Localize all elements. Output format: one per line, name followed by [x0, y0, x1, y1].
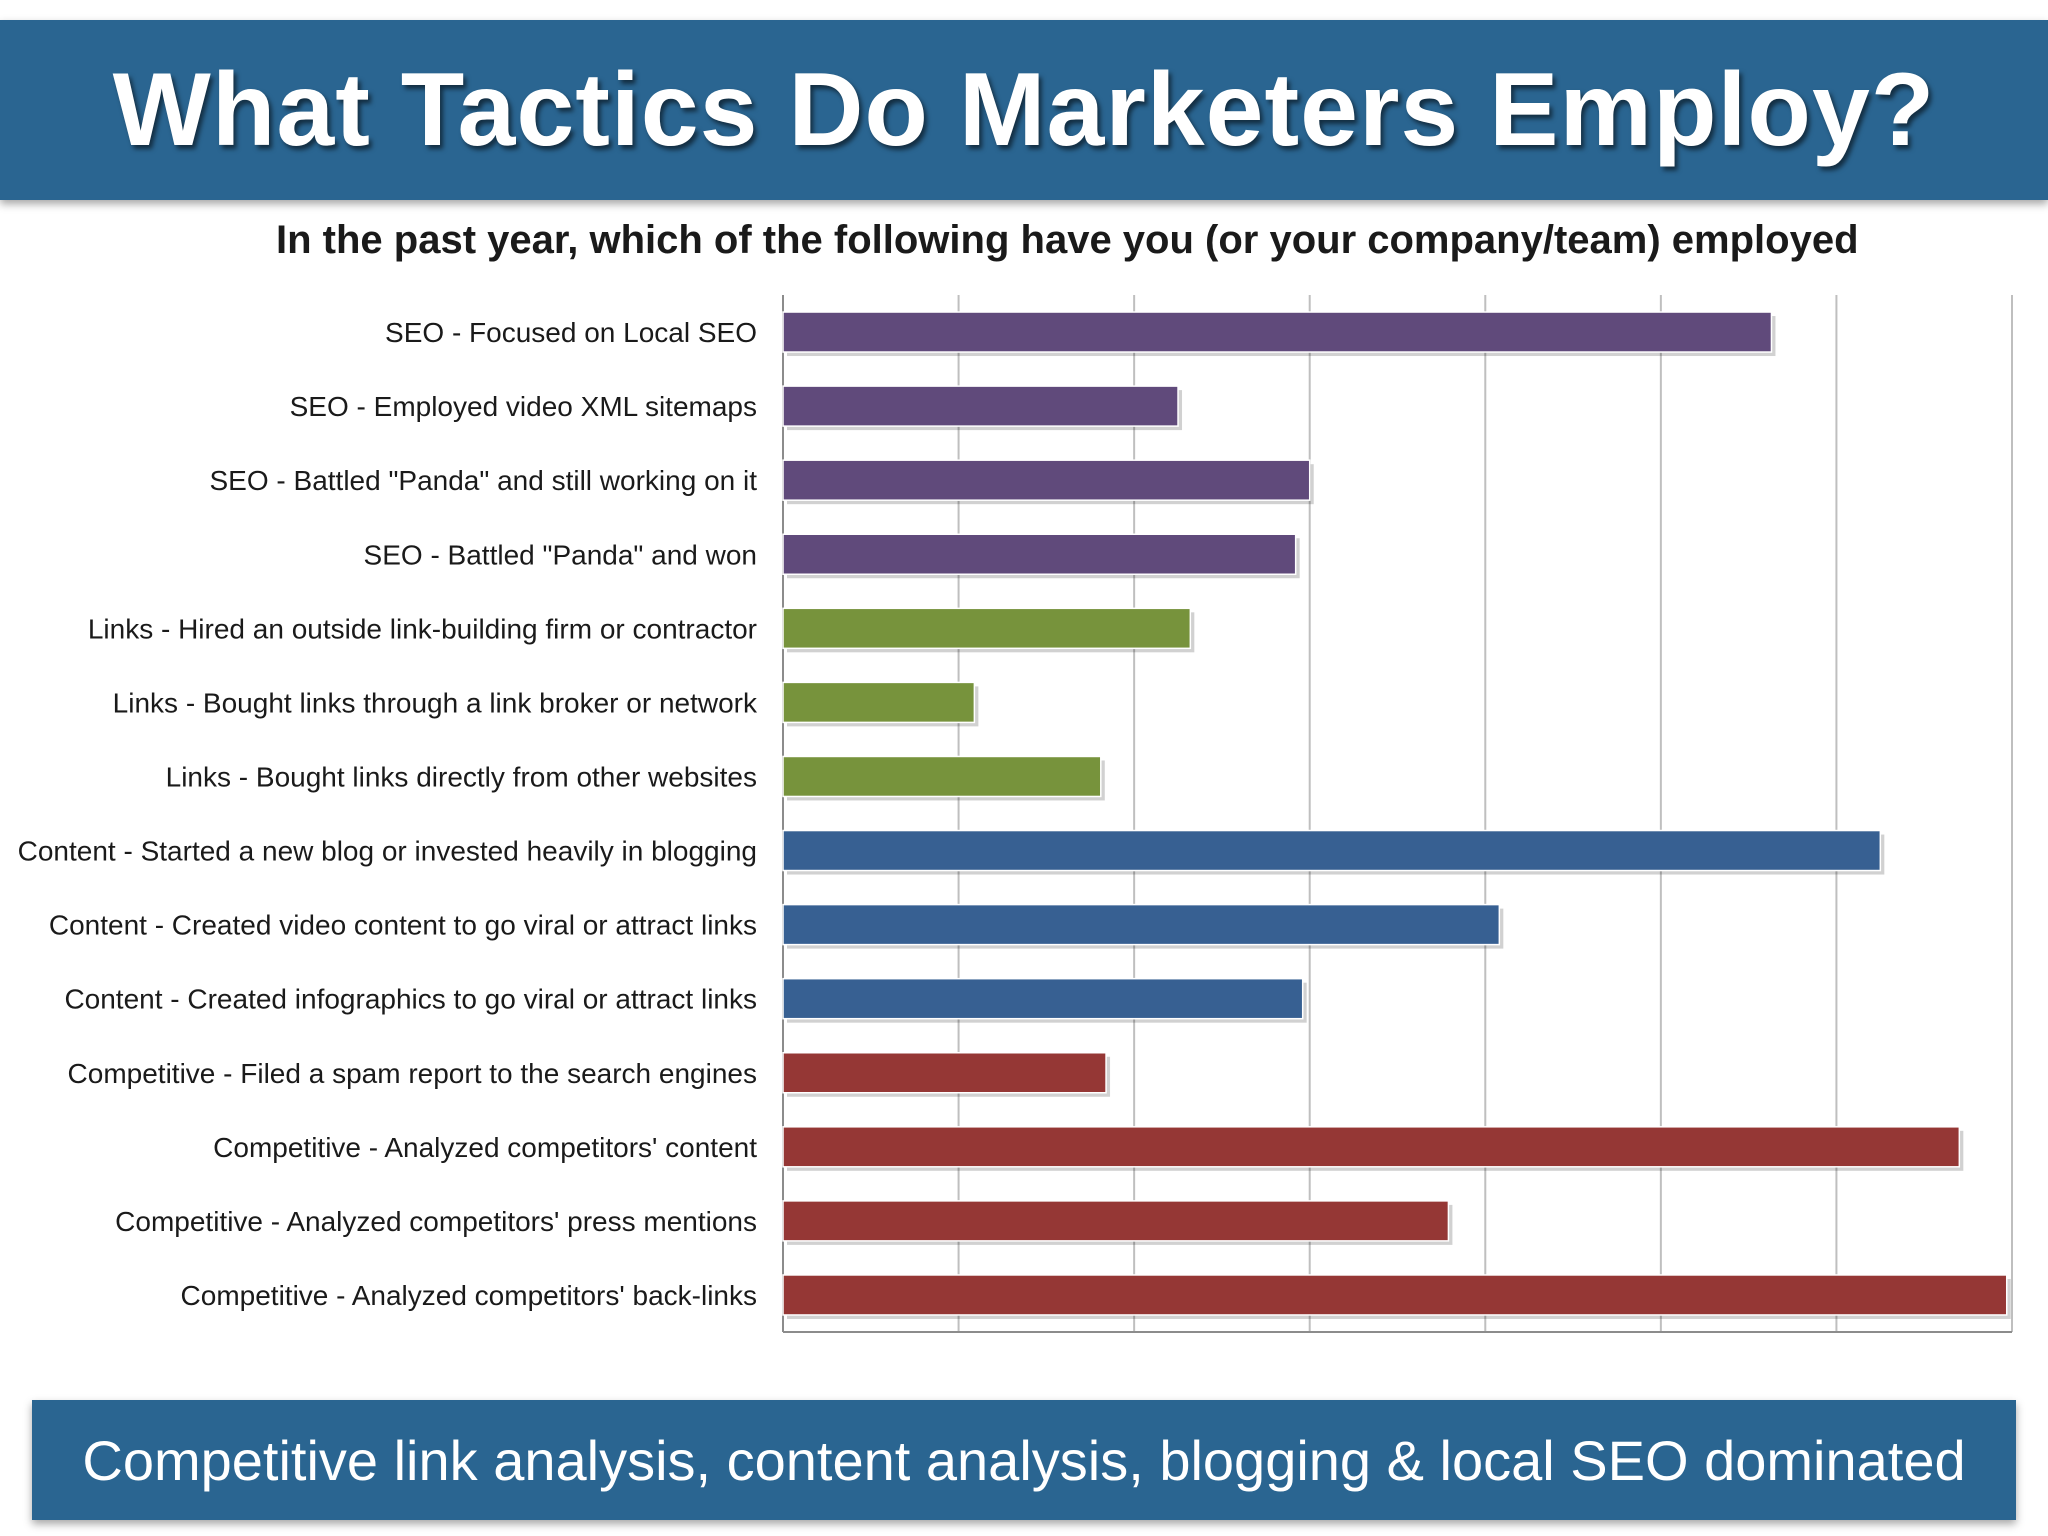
category-label: Links - Hired an outside link-building f…: [88, 613, 757, 644]
category-label: SEO - Battled "Panda" and won: [364, 539, 757, 570]
category-label: SEO - Focused on Local SEO: [385, 317, 757, 348]
bar: [782, 1200, 1450, 1242]
chart-plot: SEO - Focused on Local SEO SEO - Employed…: [18, 295, 2040, 1355]
tick-label: 70%: [1984, 1352, 2040, 1355]
bar: [782, 829, 1882, 872]
bar: [782, 681, 976, 724]
tick-label: 50%: [1633, 1352, 1689, 1355]
category-label: Competitive - Analyzed competitors' cont…: [213, 1132, 757, 1163]
category-label: Competitive - Filed a spam report to the…: [68, 1058, 757, 1089]
bar: [782, 903, 1501, 946]
tick-label: 0%: [763, 1352, 803, 1355]
bar: [782, 977, 1304, 1020]
category-label: Content - Created video content to go vi…: [49, 910, 757, 941]
chart: In the past year, which of the following…: [0, 205, 2048, 1355]
bar: [782, 1052, 1107, 1094]
category-label: SEO - Battled "Panda" and still working …: [210, 465, 758, 496]
category-label: Content - Created infographics to go vir…: [64, 984, 757, 1015]
category-label: SEO - Employed video XML sitemaps: [290, 391, 757, 422]
tick-label: 40%: [1457, 1352, 1513, 1355]
category-label: Links - Bought links through a link brok…: [113, 687, 758, 718]
footer-banner: Competitive link analysis, content analy…: [32, 1400, 2016, 1520]
bar: [782, 459, 1311, 501]
tick-label: 60%: [1808, 1352, 1864, 1355]
category-label: Competitive - Analyzed competitors' back…: [181, 1280, 757, 1311]
tick-label: 10%: [931, 1352, 987, 1355]
category-label: Links - Bought links directly from other…: [166, 761, 757, 792]
category-label: Competitive - Analyzed competitors' pres…: [115, 1206, 757, 1237]
bar: [782, 755, 1102, 798]
bar: [782, 1274, 2008, 1316]
footer-text: Competitive link analysis, content analy…: [82, 1428, 1966, 1492]
chart-title: In the past year, which of the following…: [276, 218, 1859, 262]
header-banner: What Tactics Do Marketers Employ?: [0, 20, 2048, 200]
tick-label: 20%: [1106, 1352, 1162, 1355]
slide-title: What Tactics Do Marketers Employ?: [112, 51, 1936, 168]
bar: [782, 311, 1773, 353]
bar: [782, 533, 1297, 575]
bar: [782, 1126, 1961, 1168]
bar: [782, 607, 1192, 650]
tick-label: 30%: [1282, 1352, 1338, 1355]
bar: [782, 385, 1179, 427]
category-label: Content - Started a new blog or invested…: [18, 836, 757, 867]
